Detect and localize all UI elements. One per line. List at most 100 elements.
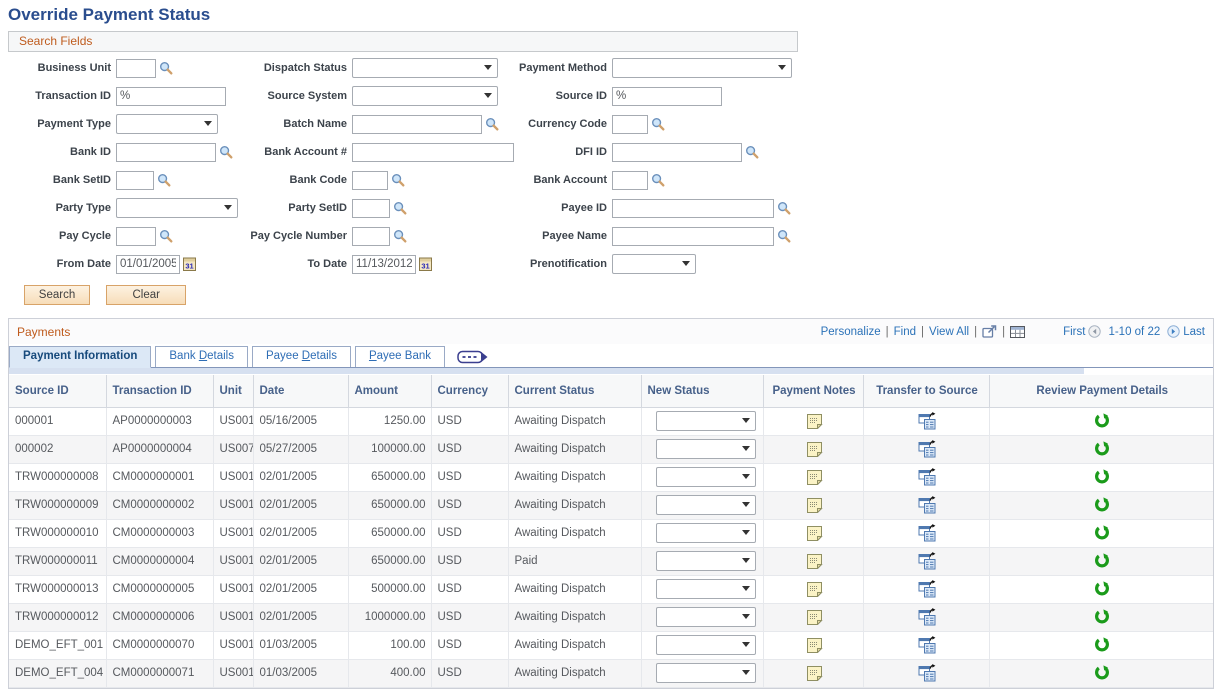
prenotification-select[interactable] [612,254,696,274]
transfer-to-source-icon[interactable] [918,468,936,486]
table-row: TRW000000010 CM0000000003 US001 02/01/20… [9,518,1213,548]
first-page-link[interactable]: First [1063,325,1086,338]
source-system-select[interactable] [352,86,498,106]
payment-notes-icon[interactable] [806,610,823,625]
tab-payee-details[interactable]: Payee Details [251,346,351,367]
lookup-icon[interactable] [651,117,665,131]
popout-grid-icon[interactable] [982,325,997,338]
party-setid-input[interactable] [352,198,390,218]
currency-code-input[interactable] [612,114,648,134]
payment-notes-icon[interactable] [806,442,823,457]
payee-id-input[interactable] [612,198,774,218]
transfer-to-source-icon[interactable] [918,636,936,654]
payment-method-select[interactable] [612,58,792,78]
review-payment-details-icon[interactable] [1094,441,1110,457]
review-payment-details-icon[interactable] [1094,581,1110,597]
show-all-columns-icon[interactable] [457,349,489,365]
review-payment-details-icon[interactable] [1094,665,1110,681]
download-grid-icon[interactable] [1010,326,1025,338]
new-status-select[interactable] [655,439,756,459]
tab-payment-information[interactable]: Payment Information [9,346,152,368]
new-status-select[interactable] [655,635,756,655]
lookup-icon[interactable] [777,201,791,215]
scrollbar-thumb[interactable] [9,368,1085,374]
new-status-select[interactable] [655,663,756,683]
review-payment-details-icon[interactable] [1094,553,1110,569]
tab-payee-bank[interactable]: Payee Bank [354,346,445,367]
new-status-select[interactable] [655,607,756,627]
dfi-id-input[interactable] [612,142,742,162]
bank-id-input[interactable] [116,142,216,162]
lookup-icon[interactable] [393,201,407,215]
previous-page-icon[interactable] [1088,325,1101,338]
find-link[interactable]: Find [893,325,917,338]
review-payment-details-icon[interactable] [1094,413,1110,429]
calendar-icon[interactable] [419,257,432,271]
lookup-icon[interactable] [745,145,759,159]
payment-notes-icon[interactable] [806,470,823,485]
review-payment-details-icon[interactable] [1094,637,1110,653]
pay-cycle-input[interactable] [116,226,156,246]
payment-notes-icon[interactable] [806,498,823,513]
business-unit-input[interactable] [116,58,156,78]
new-status-select[interactable] [655,551,756,571]
lookup-icon[interactable] [159,229,173,243]
lookup-icon[interactable] [651,173,665,187]
bank-setid-input[interactable] [116,170,154,190]
next-page-icon[interactable] [1167,325,1180,338]
view-all-link[interactable]: View All [929,325,970,338]
payment-notes-icon[interactable] [806,666,823,681]
payment-notes-icon[interactable] [806,526,823,541]
payee-name-input[interactable] [612,226,774,246]
transfer-to-source-icon[interactable] [918,552,936,570]
review-payment-details-icon[interactable] [1094,497,1110,513]
new-status-select[interactable] [655,411,756,431]
new-status-select[interactable] [655,495,756,515]
lookup-icon[interactable] [219,145,233,159]
new-status-select[interactable] [655,579,756,599]
bank-account-input[interactable] [612,170,648,190]
lookup-icon[interactable] [485,117,499,131]
last-page-link[interactable]: Last [1183,325,1205,338]
tab-bank-details[interactable]: Bank Details [155,346,248,367]
review-payment-details-icon[interactable] [1094,469,1110,485]
source-id-input[interactable] [612,86,722,106]
new-status-select[interactable] [655,467,756,487]
clear-button[interactable]: Clear [106,285,187,305]
lookup-icon[interactable] [391,173,405,187]
from-date-input[interactable] [116,254,180,274]
transfer-to-source-icon[interactable] [918,496,936,514]
batch-name-input[interactable] [352,114,482,134]
payment-type-select[interactable] [116,114,218,134]
transfer-to-source-icon[interactable] [918,440,936,458]
lookup-icon[interactable] [777,229,791,243]
bank-account-number-input[interactable] [352,142,514,162]
party-type-select[interactable] [116,198,238,218]
pay-cycle-number-input[interactable] [352,226,390,246]
bank-code-input[interactable] [352,170,388,190]
lookup-icon[interactable] [159,61,173,75]
grid-horizontal-scrollbar[interactable] [9,368,1213,375]
date-cell: 02/01/2005 [252,574,349,604]
to-date-input[interactable] [352,254,416,274]
transfer-to-source-icon[interactable] [918,608,936,626]
transfer-to-source-icon[interactable] [918,412,936,430]
lookup-icon[interactable] [393,229,407,243]
personalize-link[interactable]: Personalize [820,325,881,338]
transfer-to-source-icon[interactable] [918,580,936,598]
payment-notes-icon[interactable] [806,582,823,597]
dispatch-status-label: Dispatch Status [263,62,347,74]
review-payment-details-icon[interactable] [1094,525,1110,541]
lookup-icon[interactable] [157,173,171,187]
search-button[interactable]: Search [24,285,90,305]
transfer-to-source-icon[interactable] [918,664,936,682]
payment-notes-icon[interactable] [806,414,823,429]
payment-notes-icon[interactable] [806,638,823,653]
payment-notes-icon[interactable] [806,554,823,569]
calendar-icon[interactable] [183,257,196,271]
dispatch-status-select[interactable] [352,58,498,78]
transfer-to-source-icon[interactable] [918,524,936,542]
transaction-id-input[interactable] [116,86,226,106]
new-status-select[interactable] [655,523,756,543]
review-payment-details-icon[interactable] [1094,609,1110,625]
